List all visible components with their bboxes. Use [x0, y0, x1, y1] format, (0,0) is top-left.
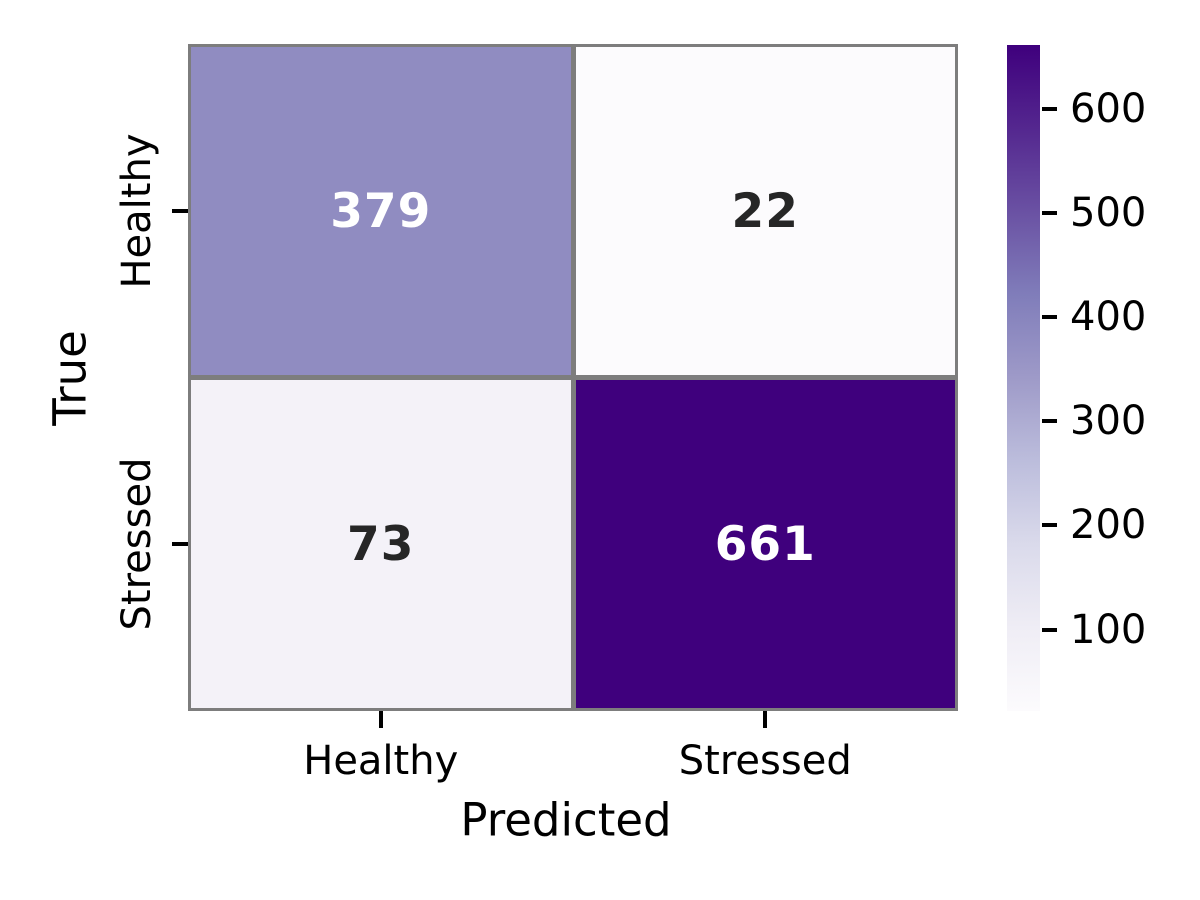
x-tick-label-healthy: Healthy — [303, 738, 459, 784]
colorbar-tick-label-400: 400 — [1070, 294, 1147, 341]
colorbar-tick-mark — [1042, 210, 1057, 215]
matrix-cell-healthy-stressed: 22 — [575, 47, 955, 375]
colorbar-tick-label-600: 600 — [1070, 85, 1147, 132]
y-tick-mark — [172, 209, 188, 213]
colorbar — [1007, 45, 1040, 711]
colorbar-tick-mark — [1042, 106, 1057, 111]
colorbar-tick-label-300: 300 — [1070, 398, 1147, 445]
colorbar-tick-mark — [1042, 627, 1057, 632]
colorbar-tick-label-500: 500 — [1070, 189, 1147, 236]
y-tick-label-healthy: Healthy — [114, 133, 160, 289]
x-tick-mark — [763, 711, 768, 728]
colorbar-tick-label-200: 200 — [1070, 502, 1147, 549]
colorbar-tick-mark — [1042, 315, 1057, 320]
colorbar-tick-mark — [1042, 419, 1057, 424]
heatmap-grid: 379 22 73 661 — [188, 44, 958, 711]
x-axis-title: Predicted — [460, 793, 672, 847]
matrix-cell-healthy-healthy: 379 — [191, 47, 571, 375]
y-tick-label-stressed: Stressed — [114, 457, 160, 631]
x-tick-label-stressed: Stressed — [678, 738, 852, 784]
y-tick-mark — [172, 542, 188, 546]
colorbar-tick-label-100: 100 — [1070, 606, 1147, 653]
matrix-cell-stressed-stressed: 661 — [575, 380, 955, 708]
matrix-cell-stressed-healthy: 73 — [191, 380, 571, 708]
x-tick-mark — [378, 711, 383, 728]
y-axis-title: True — [43, 330, 97, 426]
colorbar-tick-mark — [1042, 523, 1057, 528]
